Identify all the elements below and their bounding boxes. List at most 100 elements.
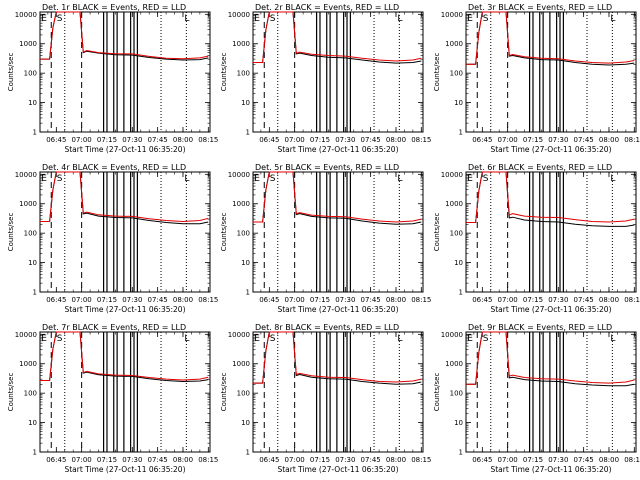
x-tick-label: 08:00 [386,296,406,304]
panel-title: Det. 5r BLACK = Events, RED = LLD [255,163,399,172]
y-tick-label: 100 [24,230,37,238]
plot-frame [252,11,424,133]
plot-frame [39,331,211,453]
x-tick-label: 08:15 [198,136,218,144]
y-tick-label: 1000 [232,40,250,48]
series-line-red [465,331,635,385]
y-tick-label: 10 [28,419,37,427]
y-tick-label: 1000 [445,200,463,208]
annotation-label: E [467,14,473,24]
x-tick-label: 07:45 [574,296,594,304]
panel-title: Det. 3r BLACK = Events, RED = LLD [468,3,612,12]
x-tick-label: 08:00 [599,136,619,144]
y-tick-label: 10000 [228,171,250,179]
y-tick-label: 10000 [441,11,463,19]
x-tick-label: 07:30 [335,296,355,304]
x-tick-label: 08:15 [198,456,218,464]
y-axis-label: Counts/sec [220,53,228,92]
annotation-label: E [467,334,473,344]
x-axis-label: Start Time (27-Oct-11 06:35:20) [277,305,398,314]
x-tick-label: 08:15 [198,296,218,304]
y-tick-label: 1000 [445,360,463,368]
plot-frame [252,171,424,293]
annotation-label: E [254,14,260,24]
y-tick-label: 1 [459,129,463,137]
x-tick-label: 07:15 [97,296,117,304]
y-axis-label: Counts/sec [433,373,441,412]
y-tick-label: 10 [454,259,463,267]
x-tick-label: 07:00 [285,456,305,464]
y-tick-label: 1000 [445,40,463,48]
x-tick-label: 07:15 [523,136,543,144]
x-axis-label: Start Time (27-Oct-11 06:35:20) [277,145,398,154]
y-tick-label: 1 [33,449,37,457]
x-tick-label: 08:00 [173,456,193,464]
panel-det-7: Det. 7r BLACK = Events, RED = LLD Counts/… [7,323,218,474]
x-tick-label: 07:15 [523,296,543,304]
y-tick-label: 1 [33,289,37,297]
annotation-label: L [610,174,615,184]
y-tick-label: 10000 [15,331,37,339]
x-tick-label: 07:45 [148,296,168,304]
plot-frame [39,11,211,133]
y-tick-label: 100 [24,390,37,398]
y-tick-label: 1000 [232,360,250,368]
y-tick-label: 1000 [19,200,37,208]
annotation-label: S [57,174,63,184]
x-tick-label: 06:45 [46,136,66,144]
y-tick-label: 10 [454,99,463,107]
x-tick-label: 07:00 [285,136,305,144]
annotation-label: S [57,14,63,24]
x-tick-label: 07:45 [148,136,168,144]
y-tick-label: 1 [459,449,463,457]
x-tick-label: 07:00 [498,136,518,144]
panel-title: Det. 4r BLACK = Events, RED = LLD [42,163,186,172]
y-axis-label: Counts/sec [7,373,15,412]
y-tick-label: 10000 [228,331,250,339]
y-tick-label: 100 [24,70,37,78]
annotation-label: L [610,14,615,24]
annotation-label: L [184,174,189,184]
x-axis-label: Start Time (27-Oct-11 06:35:20) [64,145,185,154]
y-axis-label: Counts/sec [7,53,15,92]
panel-det-4: Det. 4r BLACK = Events, RED = LLD Counts/… [7,163,218,314]
y-axis-label: Counts/sec [433,213,441,252]
series-line-red [39,11,209,60]
x-tick-label: 07:00 [285,296,305,304]
annotation-label: L [184,334,189,344]
annotation-label: S [483,334,489,344]
y-tick-label: 10000 [228,11,250,19]
y-tick-label: 100 [237,390,250,398]
y-tick-label: 1000 [19,360,37,368]
panel-det-8: Det. 8r BLACK = Events, RED = LLD Counts/… [220,323,431,474]
y-tick-label: 1 [246,289,250,297]
x-tick-label: 08:00 [173,296,193,304]
x-axis-label: Start Time (27-Oct-11 06:35:20) [277,465,398,474]
plot-frame [465,331,637,453]
y-axis-label: Counts/sec [7,213,15,252]
x-tick-label: 07:30 [548,136,568,144]
annotation-label: L [397,334,402,344]
x-tick-label: 07:00 [72,456,92,464]
y-tick-label: 10000 [441,171,463,179]
y-tick-label: 10 [241,259,250,267]
x-tick-label: 08:00 [386,456,406,464]
x-tick-label: 08:00 [599,456,619,464]
annotation-label: L [397,174,402,184]
x-axis-label: Start Time (27-Oct-11 06:35:20) [64,465,185,474]
x-tick-label: 06:45 [46,296,66,304]
x-tick-label: 06:45 [259,296,279,304]
annotation-label: S [483,174,489,184]
y-tick-label: 1 [246,449,250,457]
panel-det-1: Det. 1r BLACK = Events, RED = LLD Counts/… [7,3,218,154]
x-axis-label: Start Time (27-Oct-11 06:35:20) [490,305,611,314]
x-tick-label: 06:45 [472,136,492,144]
x-tick-label: 07:15 [310,136,330,144]
x-tick-label: 07:45 [574,136,594,144]
annotation-label: S [270,174,276,184]
x-tick-label: 07:30 [122,136,142,144]
y-tick-label: 10 [28,259,37,267]
series-line-red [252,11,422,63]
annotation-label: L [184,14,189,24]
annotation-label: S [483,14,489,24]
